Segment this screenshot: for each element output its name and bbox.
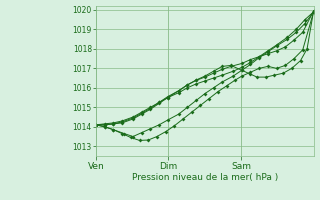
X-axis label: Pression niveau de la mer( hPa ): Pression niveau de la mer( hPa ) — [132, 173, 278, 182]
